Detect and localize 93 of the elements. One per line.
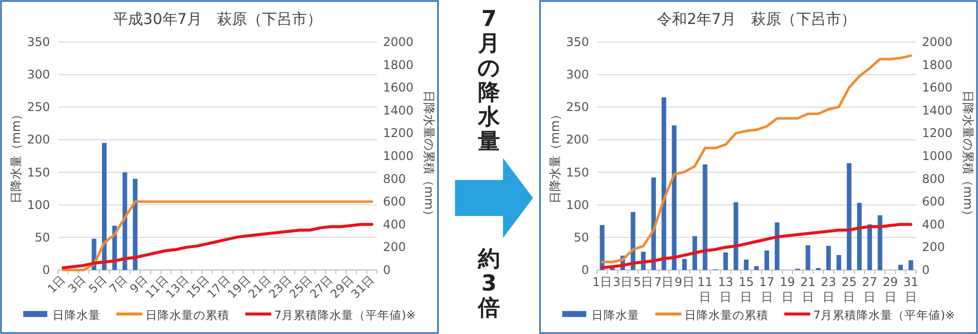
y2-tick-label: 600 [383, 194, 406, 209]
legend-label: 7月累積降水量（平年値)※ [274, 308, 416, 322]
legend-label: 日降水量の累積 [684, 308, 768, 322]
y2-tick-label: 800 [383, 172, 406, 186]
y2-axis-title: 日降水量の累積（mm） [422, 90, 436, 222]
bar [836, 255, 842, 270]
y2-tick-label: 800 [922, 172, 945, 186]
bar [826, 246, 831, 270]
y-tick-label: 50 [574, 230, 589, 244]
y2-tick-label: 1400 [383, 103, 414, 118]
x-tick-label: 19日 [780, 275, 796, 304]
y2-tick-label: 200 [383, 240, 406, 254]
bar [857, 202, 862, 270]
y2-tick-label: 0 [922, 263, 930, 277]
y2-tick-label: 0 [383, 263, 391, 277]
bar [806, 245, 810, 270]
y-tick-label: 100 [27, 198, 50, 212]
y-tick-label: 250 [566, 100, 589, 114]
bar [702, 164, 708, 270]
x-tick-label: 13日 [718, 275, 734, 304]
y2-tick-label: 600 [922, 194, 945, 209]
y-tick-label: 0 [42, 263, 50, 277]
bar [774, 222, 780, 270]
y2-tick-label: 1400 [922, 103, 953, 118]
x-tick-label: 15日 [738, 275, 754, 304]
y2-tick-label: 400 [922, 217, 945, 232]
bar [898, 264, 903, 270]
y-tick-label: 350 [27, 35, 50, 49]
x-tick-label: 1日 [592, 275, 612, 289]
legend-label: 日降水量 [52, 308, 100, 322]
x-tick-label: 31日 [903, 275, 918, 304]
y-tick-label: 200 [566, 132, 589, 147]
bar [867, 224, 872, 270]
y-tick-label: 250 [27, 100, 50, 114]
chart-title: 平成30年7月 萩原（下呂市） [113, 10, 322, 28]
y2-axis-title: 日降水量の累積（mm） [961, 90, 975, 222]
y2-tick-label: 1000 [383, 149, 414, 163]
y-tick-label: 0 [581, 263, 589, 277]
bar [764, 250, 770, 270]
bar [672, 125, 676, 270]
y2-tick-label: 1200 [922, 126, 953, 140]
y2-tick-label: 1000 [922, 149, 953, 163]
legend-label: 7月累積降水量（平年値)※ [813, 308, 955, 322]
x-tick-label: 23日 [820, 275, 836, 304]
y-tick-label: 100 [566, 198, 589, 212]
y2-tick-label: 1600 [922, 80, 953, 95]
y-axis-title: 日降水量（mm） [9, 108, 23, 204]
y2-tick-label: 2000 [383, 35, 414, 49]
bar [682, 258, 687, 270]
y-tick-label: 300 [27, 68, 50, 82]
text: 7月の降水量 [477, 7, 501, 154]
bar [662, 97, 666, 270]
x-tick-label: 11日 [697, 275, 713, 304]
bar [723, 252, 728, 270]
x-tick-label: 17日 [759, 275, 774, 304]
chart-title: 令和2年7月 萩原（下呂市） [656, 10, 856, 28]
y2-tick-label: 1800 [383, 58, 414, 72]
bar [754, 266, 759, 270]
x-tick-label: 21日 [800, 275, 816, 304]
line-series [600, 54, 912, 264]
x-tick-label: 5日 [633, 275, 654, 289]
bar [846, 163, 852, 270]
y-tick-label: 150 [27, 165, 50, 180]
bar [744, 260, 749, 270]
bar [908, 260, 914, 270]
y2-tick-label: 2000 [922, 35, 953, 49]
y-tick-label: 300 [566, 68, 589, 82]
y2-tick-label: 400 [383, 217, 406, 232]
legend-label: 日降水量の累積 [145, 308, 230, 322]
bar [734, 202, 738, 270]
x-tick-label: 27日 [862, 275, 878, 304]
bar [878, 215, 882, 270]
line-series [62, 222, 374, 270]
bar [132, 178, 138, 270]
y2-tick-label: 1600 [383, 80, 414, 95]
x-tick-label: 9日 [674, 275, 694, 289]
y2-tick-label: 1800 [922, 58, 953, 72]
y-tick-label: 150 [566, 165, 589, 180]
x-tick-label: 25日 [841, 275, 857, 304]
line-series [62, 200, 374, 272]
y2-tick-label: 1200 [383, 126, 414, 140]
y-tick-label: 200 [27, 132, 50, 147]
text: 約3倍 [477, 247, 500, 321]
legend-label: 日降水量 [591, 308, 640, 322]
line-series [600, 222, 912, 270]
y-tick-label: 50 [34, 230, 50, 244]
y2-tick-label: 200 [922, 240, 945, 254]
x-tick-label: 3日 [612, 275, 633, 289]
x-tick-label: 29日 [882, 275, 898, 304]
x-tick-label: 7日 [654, 275, 674, 289]
y-tick-label: 350 [566, 35, 589, 49]
bar [102, 142, 107, 270]
y-axis-title: 日降水量（mm） [548, 108, 562, 204]
